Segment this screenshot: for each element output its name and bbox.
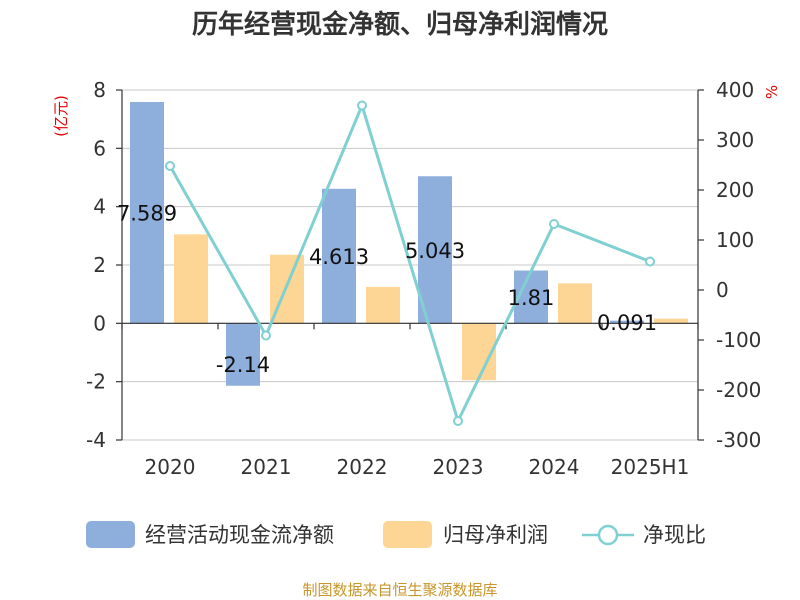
right-tick-label-4: 100 — [716, 228, 754, 252]
legend-swatch-cashflow — [86, 521, 135, 548]
left-tick-labels: -4 -2 0 2 4 6 8 — [86, 78, 106, 452]
data-label-cashflow-2025H1: 0.091 — [597, 311, 657, 335]
x-tick-label-2024: 2024 — [529, 455, 580, 479]
source-note: 制图数据来自恒生聚源数据库 — [302, 581, 497, 599]
x-tick-label-2025H1: 2025H1 — [611, 455, 690, 479]
bar-profit-2025H1 — [654, 318, 688, 324]
ratio-point-2025H1 — [645, 256, 655, 267]
x-tick-label-2021: 2021 — [241, 455, 292, 479]
x-tick-labels: 2020 2021 2022 2023 2024 2025H1 — [145, 455, 690, 479]
right-tick-label-0: -300 — [716, 428, 761, 452]
bar-profit-2024 — [558, 283, 592, 324]
legend-item-cashflow[interactable]: 经营活动现金流净额 — [86, 521, 334, 548]
x-tick-label-2023: 2023 — [433, 455, 484, 479]
right-tick-labels: -300 -200 -100 0 100 200 300 400 — [716, 78, 761, 452]
ratio-point-2022 — [357, 100, 367, 111]
data-label-cashflow-2020: 7.589 — [117, 202, 177, 226]
axes — [116, 89, 704, 441]
data-labels: 7.589 -2.14 4.613 5.043 1.81 0.091 — [117, 202, 657, 377]
right-tick-label-6: 300 — [716, 128, 754, 152]
legend-label-ratio: 净现比 — [643, 523, 706, 547]
legend-marker-ratio — [597, 524, 619, 546]
ratio-line — [165, 100, 655, 426]
legend-label-cashflow: 经营活动现金流净额 — [145, 523, 334, 547]
right-tick-label-7: 400 — [716, 78, 754, 102]
left-tick-label-4: 4 — [93, 195, 106, 219]
left-tick-label-0: -4 — [86, 428, 106, 452]
right-tick-label-3: 0 — [716, 278, 729, 302]
right-tick-label-1: -200 — [716, 378, 761, 402]
bar-cashflow-2022 — [322, 188, 356, 324]
legend: 经营活动现金流净额 归母净利润 净现比 — [86, 521, 706, 548]
data-label-cashflow-2024: 1.81 — [508, 286, 555, 310]
left-axis-unit: (亿元) — [52, 95, 70, 137]
data-label-cashflow-2023: 5.043 — [405, 239, 465, 263]
right-axis-unit: % — [763, 85, 781, 99]
left-tick-label-5: 6 — [93, 136, 106, 160]
data-label-cashflow-2021: -2.14 — [216, 353, 270, 377]
chart-title: 历年经营现金净额、归母净利润情况 — [192, 9, 608, 40]
right-tick-label-2: -100 — [716, 328, 761, 352]
x-tick-label-2020: 2020 — [145, 455, 196, 479]
ratio-point-2021 — [261, 330, 271, 341]
bar-cashflow-2021 — [226, 323, 260, 386]
ratio-point-2024 — [549, 219, 559, 229]
ratio-point-2023 — [453, 416, 463, 426]
ratio-polyline — [168, 101, 651, 426]
left-tick-label-1: -2 — [86, 370, 106, 394]
left-tick-label-3: 2 — [93, 253, 106, 277]
bar-cashflow-2023 — [418, 176, 452, 324]
left-tick-label-2: 0 — [93, 311, 106, 335]
legend-label-profit: 归母净利润 — [443, 523, 548, 547]
legend-swatch-profit — [383, 521, 432, 548]
ratio-point-2020 — [165, 161, 175, 171]
data-label-cashflow-2022: 4.613 — [309, 245, 369, 269]
x-tick-label-2022: 2022 — [337, 455, 388, 479]
left-tick-label-6: 8 — [93, 78, 106, 102]
right-tick-label-5: 200 — [716, 178, 754, 202]
bar-profit-2020 — [174, 234, 208, 324]
legend-item-profit[interactable]: 归母净利润 — [383, 521, 548, 548]
bar-cashflow-2025H1 — [610, 320, 644, 324]
bar-cashflow-2020 — [130, 101, 164, 324]
bar-profit-2022 — [366, 286, 400, 324]
legend-item-ratio[interactable]: 净现比 — [582, 523, 706, 547]
